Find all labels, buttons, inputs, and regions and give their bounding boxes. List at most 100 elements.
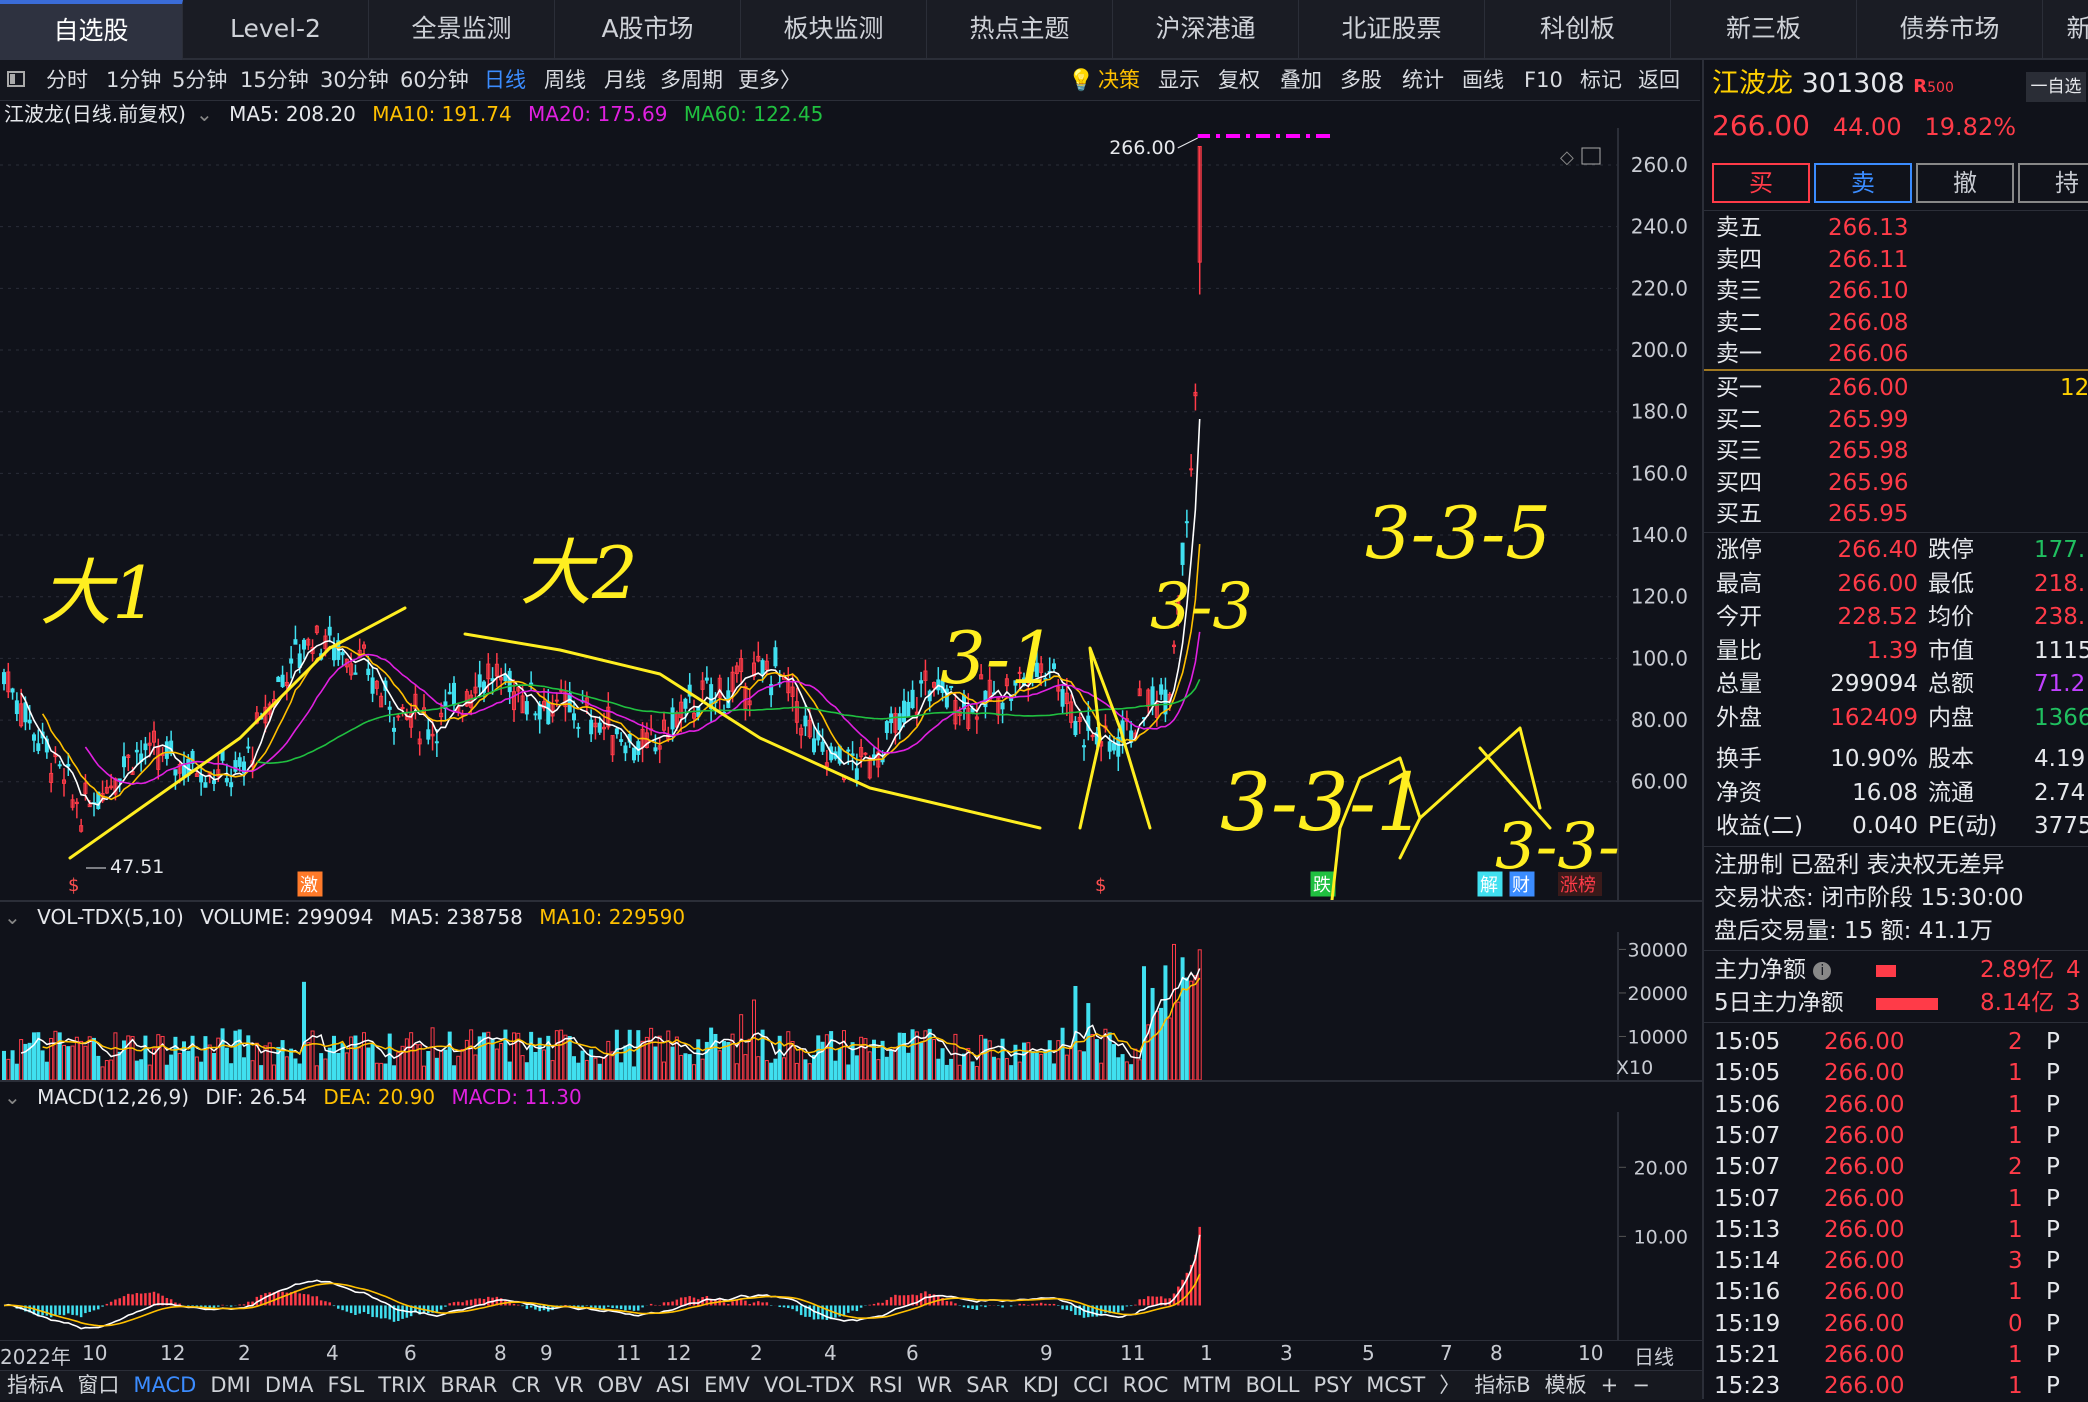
chevron-down-icon[interactable]: ⌄ [195, 102, 213, 126]
indicator-tab-19[interactable]: ROC [1122, 1373, 1169, 1397]
trade-button-2[interactable]: 撤 [1916, 163, 2014, 203]
self-select-button[interactable]: 一自选 [2026, 72, 2086, 102]
tick-side: P [2046, 1091, 2060, 1118]
period-7[interactable]: 周线 [544, 68, 586, 92]
tool-5[interactable]: 统计 [1402, 68, 1444, 92]
indicator-tab-1[interactable]: 窗口 [77, 1373, 120, 1397]
period-8[interactable]: 月线 [604, 68, 646, 92]
period-5[interactable]: 60分钟 [400, 68, 469, 92]
volume-bar [572, 1056, 576, 1080]
ask-price[interactable]: 266.13 [1828, 215, 1909, 241]
nav-tab-7[interactable]: 北证股票 [1299, 0, 1485, 58]
indicator-tab-22[interactable]: PSY [1313, 1373, 1353, 1397]
indicator-tab-26[interactable]: 模板 [1544, 1373, 1587, 1397]
event-flag[interactable]: $ [1093, 872, 1117, 896]
bid-price[interactable]: 265.95 [1828, 501, 1909, 527]
indicator-tab-21[interactable]: BOLL [1245, 1373, 1300, 1397]
trade-button-1[interactable]: 卖 [1814, 163, 1912, 203]
diamond-icon[interactable]: ◇ [1560, 147, 1574, 168]
indicator-tab-17[interactable]: KDJ [1022, 1373, 1060, 1397]
indicator-tab-25[interactable]: 指标B [1474, 1373, 1531, 1397]
indicator-tab-27[interactable]: + [1600, 1373, 1619, 1397]
nav-tab-1[interactable]: Level-2 [183, 0, 369, 58]
indicator-tab-3[interactable]: DMI [210, 1373, 251, 1397]
tick-time: 15:06 [1714, 1091, 1781, 1118]
indicator-tab-7[interactable]: BRAR [440, 1373, 498, 1397]
indicator-tab-6[interactable]: TRIX [378, 1373, 427, 1397]
divider [0, 1080, 1702, 1082]
indicator-tab-11[interactable]: ASI [656, 1373, 691, 1397]
indicator-tab-5[interactable]: FSL [327, 1373, 365, 1397]
indicator-tab-20[interactable]: MTM [1182, 1373, 1232, 1397]
indicator-tab-14[interactable]: RSI [868, 1373, 903, 1397]
indicator-tab-18[interactable]: CCI [1073, 1373, 1109, 1397]
period-0[interactable]: 分时 [46, 68, 88, 92]
indicator-tab-9[interactable]: VR [554, 1373, 584, 1397]
indicator-tab-28[interactable]: − [1632, 1373, 1650, 1397]
event-flag[interactable]: 跌 [1310, 871, 1336, 897]
nav-tab-0[interactable]: 自选股 [0, 0, 183, 62]
tool-2[interactable]: 复权 [1218, 68, 1260, 92]
bid-price[interactable]: 266.00 [1828, 375, 1909, 401]
period-6[interactable]: 日线 [484, 68, 526, 92]
x-axis-period[interactable]: 日线 [1634, 1345, 1674, 1369]
trade-button-3[interactable]: 持 [2018, 163, 2088, 203]
period-4[interactable]: 30分钟 [320, 68, 389, 92]
tool-0[interactable]: 决策 [1098, 68, 1140, 92]
event-flag[interactable]: 财 [1509, 871, 1535, 897]
event-flag[interactable]: 解 [1477, 871, 1503, 897]
ask-price[interactable]: 266.08 [1828, 309, 1909, 336]
nav-tab-10[interactable]: 债券市场 [1857, 0, 2043, 58]
tool-1[interactable]: 显示 [1158, 68, 1200, 92]
tool-6[interactable]: 画线 [1462, 68, 1504, 92]
indicator-tab-0[interactable]: 指标A [7, 1373, 64, 1397]
tool-9[interactable]: 返回 [1638, 68, 1680, 92]
candlestick-chart[interactable]: 260.0 240.0 220.0 200.0 180.0 160.0 140.0 120.0… [0, 128, 1702, 900]
macd-chart[interactable]: 20.00 10.00 [0, 1112, 1702, 1340]
bid-price[interactable]: 265.96 [1828, 469, 1909, 496]
nav-tab-5[interactable]: 热点主题 [927, 0, 1113, 58]
bulb-icon[interactable]: 💡 [1068, 68, 1095, 92]
event-flag[interactable]: 激 [297, 871, 323, 897]
tool-3[interactable]: 叠加 [1280, 68, 1322, 92]
indicator-tab-15[interactable]: WR [916, 1373, 953, 1397]
volume-chart[interactable]: 30000 20000 10000 X10 [0, 932, 1702, 1080]
indicator-tab-8[interactable]: CR [511, 1373, 541, 1397]
event-flag[interactable]: $ [66, 872, 90, 896]
nav-tab-4[interactable]: 板块监测 [741, 0, 927, 58]
indicator-tab-24[interactable]: 〉 [1439, 1373, 1461, 1397]
tool-4[interactable]: 多股 [1340, 68, 1382, 92]
info-icon[interactable]: i [1813, 961, 1832, 980]
bid-price[interactable]: 265.98 [1828, 438, 1909, 464]
indicator-tab-10[interactable]: OBV [597, 1373, 643, 1397]
chevron-down-icon[interactable]: ⌄ [4, 905, 21, 929]
nav-tab-8[interactable]: 科创板 [1485, 0, 1671, 58]
indicator-tab-23[interactable]: MCST [1366, 1373, 1426, 1397]
indicator-tab-4[interactable]: DMA [264, 1373, 314, 1397]
indicator-tab-2[interactable]: MACD [133, 1373, 197, 1397]
panel-toggle-icon[interactable] [6, 60, 28, 100]
indicator-tab-13[interactable]: VOL-TDX [763, 1373, 855, 1397]
indicator-tab-12[interactable]: EMV [704, 1373, 750, 1397]
nav-tab-2[interactable]: 全景监测 [369, 0, 555, 58]
ask-price[interactable]: 266.11 [1828, 246, 1909, 273]
tool-8[interactable]: 标记 [1580, 68, 1622, 92]
nav-tab-9[interactable]: 新三板 [1671, 0, 1857, 58]
period-10[interactable]: 更多〉 [738, 68, 801, 92]
period-2[interactable]: 5分钟 [172, 68, 228, 92]
indicator-tab-16[interactable]: SAR [966, 1373, 1009, 1397]
nav-tab-11[interactable]: 新 [2043, 0, 2088, 58]
nav-tab-3[interactable]: A股市场 [555, 0, 741, 58]
trade-button-0[interactable]: 买 [1712, 163, 1810, 203]
tool-7[interactable]: F10 [1524, 68, 1563, 92]
ask-price[interactable]: 266.10 [1828, 278, 1909, 304]
event-flag[interactable]: 涨榜 [1558, 872, 1602, 896]
window-icon[interactable] [1581, 147, 1601, 165]
chevron-down-icon[interactable]: ⌄ [4, 1085, 21, 1109]
bid-price[interactable]: 265.99 [1828, 406, 1909, 433]
ask-price[interactable]: 266.06 [1828, 341, 1909, 367]
period-1[interactable]: 1分钟 [106, 68, 162, 92]
period-3[interactable]: 15分钟 [240, 68, 309, 92]
nav-tab-6[interactable]: 沪深港通 [1113, 0, 1299, 58]
period-9[interactable]: 多周期 [660, 68, 723, 92]
